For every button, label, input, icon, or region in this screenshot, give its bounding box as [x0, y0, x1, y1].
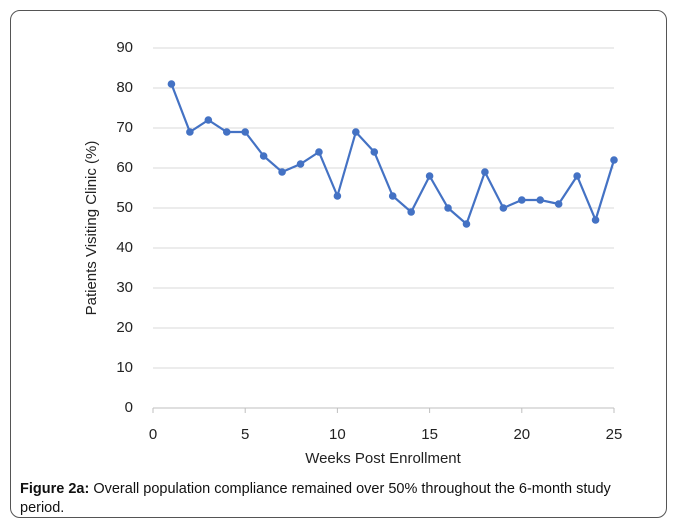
data-point — [591, 216, 600, 224]
data-point — [388, 192, 397, 200]
data-point — [222, 128, 231, 136]
y-tick-label: 70 — [116, 119, 133, 136]
data-point — [499, 204, 508, 212]
data-point — [518, 196, 526, 204]
data-point — [241, 128, 249, 136]
x-tick-label: 0 — [149, 426, 157, 443]
y-tick-label: 40 — [116, 239, 133, 256]
y-tick-label: 30 — [116, 279, 133, 296]
data-point — [462, 220, 471, 228]
data-point — [481, 168, 489, 176]
data-point — [186, 128, 194, 136]
data-point — [278, 168, 286, 176]
data-point — [573, 172, 581, 180]
data-point — [204, 116, 213, 124]
x-tick-label: 25 — [606, 426, 623, 443]
x-tick-label: 5 — [241, 426, 249, 443]
figure-frame — [10, 10, 667, 518]
x-tick-label: 10 — [329, 426, 346, 443]
data-point — [536, 196, 545, 204]
data-point — [167, 80, 176, 88]
x-tick-label: 20 — [513, 426, 530, 443]
data-point — [554, 200, 563, 208]
data-point — [315, 148, 323, 156]
data-point — [352, 128, 360, 136]
data-line — [170, 83, 616, 226]
y-tick-label: 50 — [116, 199, 133, 216]
caption: Figure 2a: Overall population compliance… — [20, 480, 650, 518]
y-tick-label: 80 — [116, 79, 133, 96]
y-tick-label: 20 — [116, 319, 133, 336]
caption-label: Figure 2a: — [20, 481, 90, 497]
y-axis-label: Patients Visiting Clinic (%) — [83, 141, 100, 316]
data-point — [407, 208, 415, 216]
y-tick-label: 10 — [116, 359, 133, 376]
data-point — [444, 204, 452, 212]
data-point — [425, 172, 434, 180]
data-point — [333, 192, 342, 200]
data-point — [259, 152, 268, 160]
data-point — [296, 160, 305, 168]
data-point — [370, 148, 379, 156]
caption-text: Overall population compliance remained o… — [20, 481, 611, 516]
y-tick-label: 90 — [116, 39, 133, 56]
y-tick-label: 0 — [125, 399, 133, 416]
data-point — [610, 156, 618, 164]
x-axis-label: Weeks Post Enrollment — [305, 450, 461, 467]
x-tick-label: 15 — [421, 426, 438, 443]
y-tick-label: 60 — [116, 159, 133, 176]
